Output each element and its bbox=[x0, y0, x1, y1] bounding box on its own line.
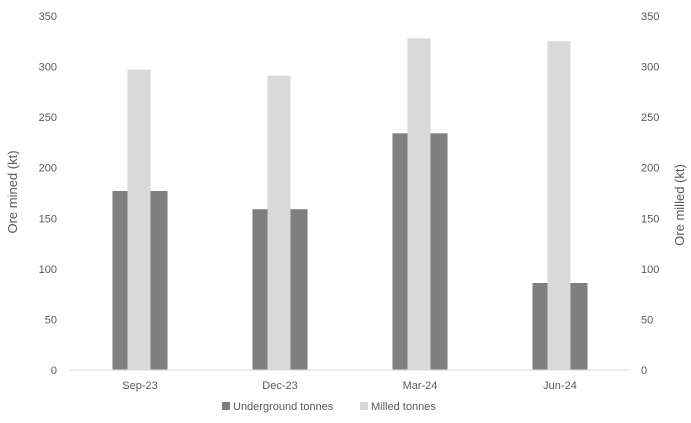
right-tick-label: 200 bbox=[641, 163, 659, 175]
bar-underground-right bbox=[430, 133, 448, 370]
bar-underground-right bbox=[570, 283, 588, 370]
category-label: Jun-24 bbox=[543, 380, 577, 392]
left-tick-label: 0 bbox=[51, 365, 57, 377]
legend-label-underground: Underground tonnes bbox=[233, 401, 334, 413]
bar-underground-left bbox=[392, 133, 410, 370]
category-label: Mar-24 bbox=[403, 380, 438, 392]
plot-area bbox=[112, 38, 588, 371]
right-axis: 0 50 100 150 200 250 300 350 bbox=[641, 11, 659, 377]
bar-underground-left bbox=[532, 283, 550, 370]
bar-underground-left bbox=[252, 209, 270, 370]
left-tick-label: 300 bbox=[39, 62, 57, 74]
left-tick-label: 50 bbox=[45, 314, 57, 326]
legend-swatch-underground bbox=[222, 402, 230, 410]
left-axis-title: Ore mined (kt) bbox=[5, 150, 20, 233]
legend-swatch-milled bbox=[360, 402, 368, 410]
left-tick-label: 200 bbox=[39, 163, 57, 175]
right-tick-label: 0 bbox=[641, 365, 647, 377]
right-axis-title: Ore milled (kt) bbox=[672, 164, 687, 246]
bar-milled bbox=[407, 38, 431, 371]
x-axis: Sep-23 Dec-23 Mar-24 Jun-24 bbox=[122, 380, 577, 392]
category-label: Sep-23 bbox=[122, 380, 157, 392]
bar-underground-right bbox=[150, 191, 168, 370]
bar-milled bbox=[127, 69, 151, 370]
category-label: Dec-23 bbox=[262, 380, 297, 392]
bar-underground-right bbox=[290, 209, 308, 370]
bar-milled bbox=[267, 75, 291, 370]
left-tick-label: 150 bbox=[39, 213, 57, 225]
bar-milled bbox=[547, 41, 571, 371]
right-tick-label: 50 bbox=[641, 314, 653, 326]
left-tick-label: 250 bbox=[39, 112, 57, 124]
legend: Underground tonnes Milled tonnes bbox=[222, 401, 436, 413]
left-tick-label: 100 bbox=[39, 264, 57, 276]
right-tick-label: 350 bbox=[641, 11, 659, 23]
left-axis: 0 50 100 150 200 250 300 350 bbox=[39, 11, 57, 377]
legend-label-milled: Milled tonnes bbox=[371, 401, 436, 413]
bar-underground-left bbox=[112, 191, 130, 370]
left-tick-label: 350 bbox=[39, 11, 57, 23]
right-tick-label: 150 bbox=[641, 213, 659, 225]
right-tick-label: 250 bbox=[641, 112, 659, 124]
right-tick-label: 300 bbox=[641, 62, 659, 74]
right-tick-label: 100 bbox=[641, 264, 659, 276]
